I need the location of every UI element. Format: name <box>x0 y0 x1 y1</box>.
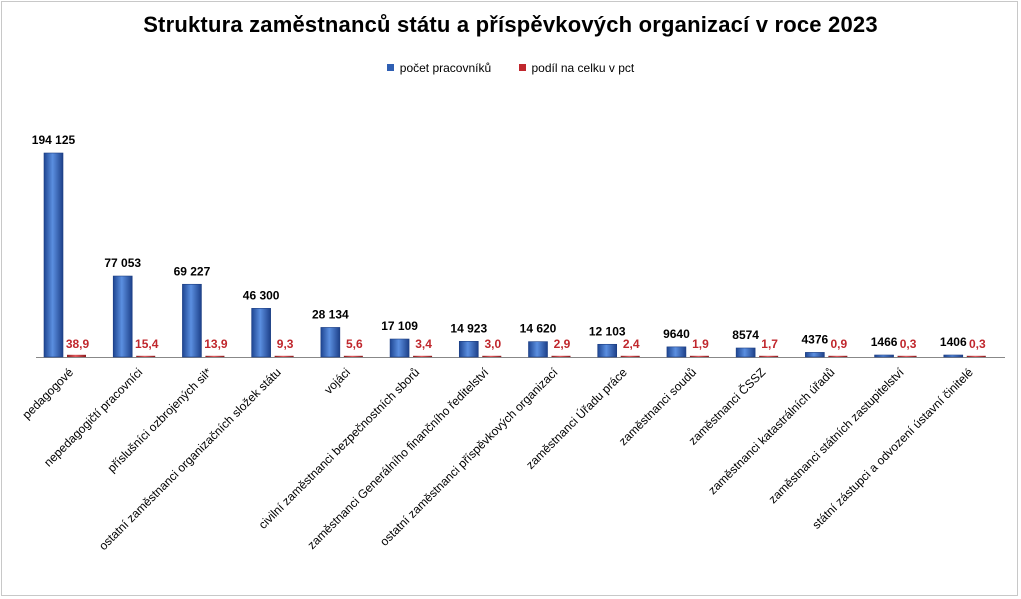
bar-count <box>112 275 133 358</box>
data-label-count: 9640 <box>663 327 690 341</box>
bar-share <box>620 355 640 357</box>
bar-count <box>528 341 548 358</box>
legend-swatch-count <box>386 64 394 71</box>
bar-share <box>343 355 363 357</box>
bar-count <box>389 338 410 358</box>
bar-count <box>320 327 341 358</box>
data-label-share: 0,3 <box>969 337 986 351</box>
data-label-share: 3,4 <box>415 337 432 351</box>
bar-count <box>943 354 964 358</box>
bar-count <box>805 352 825 358</box>
bar-count <box>735 347 756 358</box>
data-label-share: 1,7 <box>761 337 778 351</box>
data-label-share: 2,4 <box>623 337 640 351</box>
data-label-count: 194 125 <box>32 133 76 147</box>
data-label-count: 12 103 <box>589 324 626 338</box>
data-label-share: 5,6 <box>346 337 363 351</box>
legend-item-share: podíl na celku v pct <box>518 60 635 75</box>
bar-share <box>759 355 779 357</box>
data-label-count: 14 620 <box>520 322 557 336</box>
category-label: zaměstnanci katastrálních úřadů <box>705 365 837 497</box>
data-label-count: 28 134 <box>312 307 349 321</box>
category-label: vojáci <box>321 365 353 397</box>
legend-item-count: počet pracovníků <box>386 60 492 75</box>
data-label-count: 14 923 <box>450 321 487 335</box>
legend-swatch-share <box>518 64 526 71</box>
data-label-count: 1406 <box>940 335 967 349</box>
data-label-share: 9,3 <box>277 337 294 351</box>
data-label-count: 4376 <box>802 332 829 346</box>
bar-share <box>67 354 86 357</box>
bar-share <box>413 355 433 357</box>
chart-title: Struktura zaměstnanců státu a příspěvkov… <box>143 12 878 37</box>
legend-label-share: podíl na celku v pct <box>531 60 635 75</box>
bar-count <box>597 343 618 358</box>
category-label: zaměstnanci ČSSZ <box>685 365 768 448</box>
bar-share <box>551 355 571 357</box>
category-label: zaměstnanci státních zastupitelství <box>766 365 907 506</box>
bar-share <box>897 355 917 357</box>
data-label-count: 17 109 <box>381 319 418 333</box>
bar-share <box>828 355 848 357</box>
data-label-share: 13,9 <box>204 337 228 351</box>
bar-count <box>666 346 687 358</box>
data-label-share: 0,3 <box>900 337 917 351</box>
bar-share <box>966 355 986 357</box>
legend-label-count: počet pracovníků <box>399 60 492 75</box>
bar-count <box>251 308 271 358</box>
bar-count <box>43 152 64 358</box>
category-label: státní zástupci a odvození ústavní činit… <box>809 365 976 532</box>
bar-share <box>482 355 502 357</box>
data-label-share: 2,9 <box>554 337 571 351</box>
data-label-share: 15,4 <box>135 337 159 351</box>
data-label-count: 8574 <box>732 328 759 342</box>
category-label: pedagogové <box>19 365 76 422</box>
data-label-share: 0,9 <box>831 337 848 351</box>
data-label-count: 77 053 <box>104 256 141 270</box>
data-label-share: 38,9 <box>66 337 90 351</box>
bar-share <box>136 355 156 357</box>
data-label-count: 46 300 <box>243 288 280 302</box>
bar-share <box>689 355 709 357</box>
data-label-share: 1,9 <box>692 337 709 351</box>
bar-share <box>274 355 294 357</box>
bar-count <box>182 283 202 358</box>
bar-count <box>874 354 894 358</box>
bar-count <box>458 341 479 358</box>
data-label-share: 3,0 <box>484 337 501 351</box>
bar-share <box>205 355 225 357</box>
chart-legend: počet pracovníků podíl na celku v pct <box>0 60 1021 75</box>
data-label-count: 1466 <box>871 335 898 349</box>
data-label-count: 69 227 <box>174 264 211 278</box>
